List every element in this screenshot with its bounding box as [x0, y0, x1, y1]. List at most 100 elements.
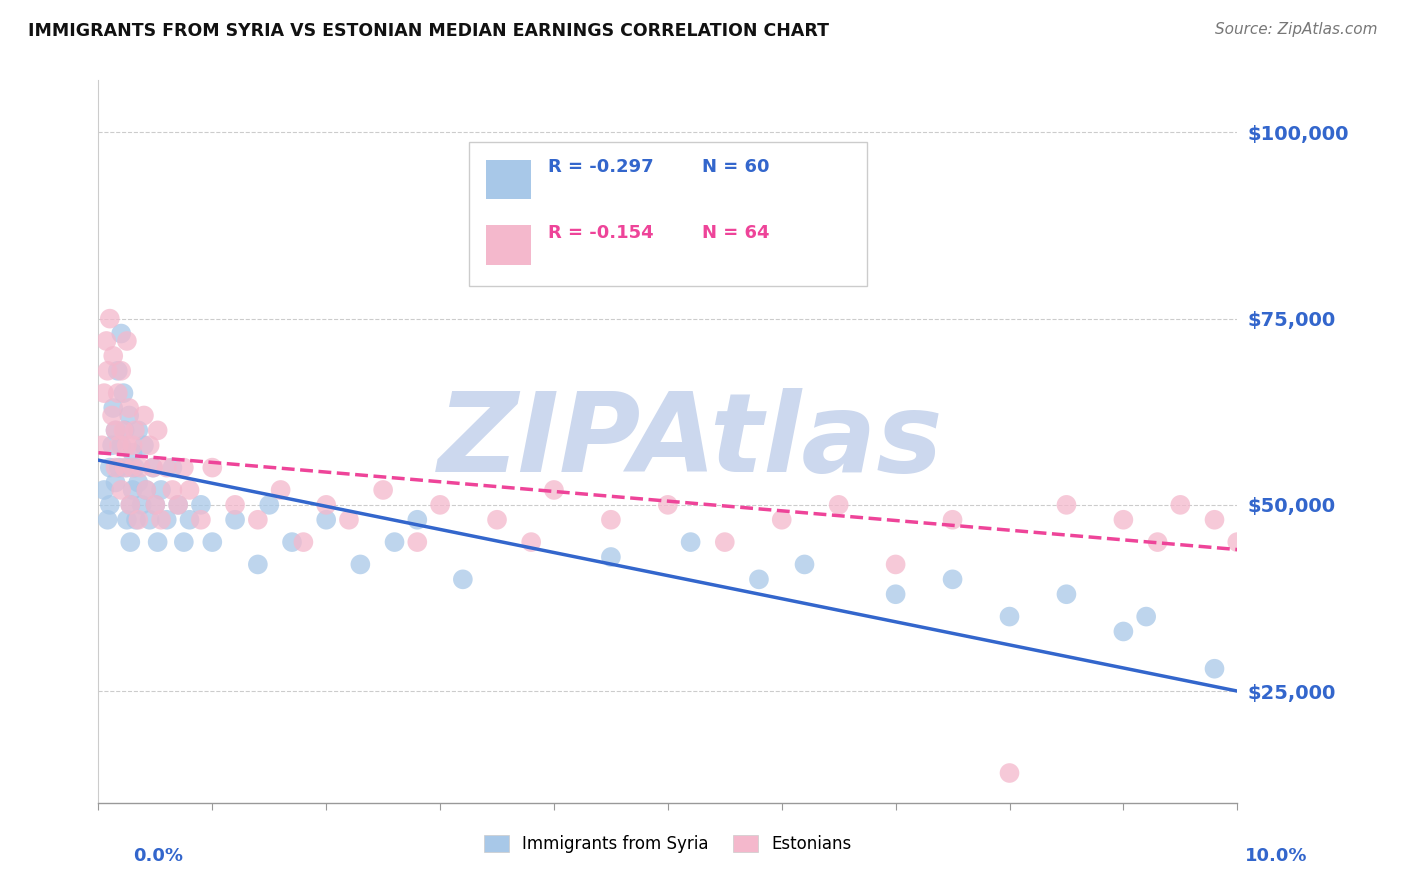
Point [201, 460, 224, 475]
Point [246, 558, 269, 572]
Point [748, 572, 770, 586]
Point [179, 513, 201, 527]
Point [138, 513, 160, 527]
Point [1146, 535, 1168, 549]
Point [1204, 513, 1226, 527]
Point [520, 535, 543, 549]
Point [259, 498, 281, 512]
Point [543, 483, 565, 497]
Point [114, 423, 136, 437]
Point [679, 535, 702, 549]
Text: IMMIGRANTS FROM SYRIA VS ESTONIAN MEDIAN EARNINGS CORRELATION CHART: IMMIGRANTS FROM SYRIA VS ESTONIAN MEDIAN… [28, 22, 830, 40]
Point [167, 498, 190, 512]
Point [451, 572, 474, 586]
Point [1170, 498, 1192, 512]
Point [600, 513, 623, 527]
Point [115, 334, 138, 348]
Point [998, 609, 1021, 624]
Point [110, 438, 132, 452]
Point [103, 349, 125, 363]
Text: 10.0%: 10.0% [1246, 847, 1308, 864]
Point [406, 535, 429, 549]
Point [114, 460, 136, 475]
Point [150, 483, 173, 497]
Text: R = -0.154: R = -0.154 [548, 224, 654, 242]
Point [371, 483, 394, 497]
Point [132, 438, 155, 452]
Point [173, 535, 195, 549]
Point [110, 326, 132, 341]
Point [1204, 662, 1226, 676]
Point [714, 535, 737, 549]
Text: N = 60: N = 60 [702, 158, 769, 176]
Point [1112, 624, 1135, 639]
Point [1056, 587, 1078, 601]
Point [93, 483, 115, 497]
Point [138, 438, 160, 452]
Point [190, 498, 212, 512]
Point [162, 483, 184, 497]
Point [115, 438, 138, 452]
Point [125, 513, 148, 527]
Point [108, 438, 131, 452]
Point [167, 498, 190, 512]
Legend: Immigrants from Syria, Estonians: Immigrants from Syria, Estonians [477, 828, 859, 860]
Point [828, 498, 851, 512]
Point [127, 513, 149, 527]
Point [1056, 498, 1078, 512]
Text: R = -0.297: R = -0.297 [548, 158, 654, 176]
Text: N = 64: N = 64 [702, 224, 769, 242]
Point [337, 513, 360, 527]
Point [104, 460, 127, 475]
Point [135, 483, 157, 497]
Point [406, 513, 429, 527]
Point [104, 475, 127, 490]
Point [146, 423, 169, 437]
Text: Source: ZipAtlas.com: Source: ZipAtlas.com [1215, 22, 1378, 37]
Point [108, 460, 131, 475]
Point [127, 423, 149, 437]
Point [127, 475, 149, 490]
Point [384, 535, 406, 549]
Point [115, 513, 138, 527]
Point [120, 498, 142, 512]
Point [98, 311, 121, 326]
Point [884, 587, 907, 601]
Point [162, 460, 184, 475]
Point [942, 513, 965, 527]
Point [121, 460, 143, 475]
Point [121, 483, 143, 497]
Point [224, 513, 246, 527]
Point [93, 386, 115, 401]
Point [657, 498, 679, 512]
Point [315, 498, 337, 512]
Point [142, 460, 165, 475]
Point [156, 513, 179, 527]
Point [112, 423, 135, 437]
Point [104, 423, 127, 437]
Point [246, 513, 269, 527]
Point [315, 513, 337, 527]
Point [998, 766, 1021, 780]
Point [96, 513, 118, 527]
Point [101, 438, 124, 452]
FancyBboxPatch shape [485, 160, 531, 200]
Point [118, 401, 141, 415]
Point [349, 558, 371, 572]
Point [112, 386, 135, 401]
Point [201, 535, 224, 549]
Text: 0.0%: 0.0% [134, 847, 184, 864]
Point [179, 483, 201, 497]
Point [145, 498, 167, 512]
Point [129, 460, 152, 475]
Point [131, 498, 153, 512]
Point [142, 460, 165, 475]
Point [115, 460, 138, 475]
Point [124, 423, 146, 437]
Point [107, 364, 129, 378]
Point [110, 483, 132, 497]
Point [1112, 513, 1135, 527]
Point [146, 535, 169, 549]
Point [121, 446, 143, 460]
Point [1226, 535, 1249, 549]
